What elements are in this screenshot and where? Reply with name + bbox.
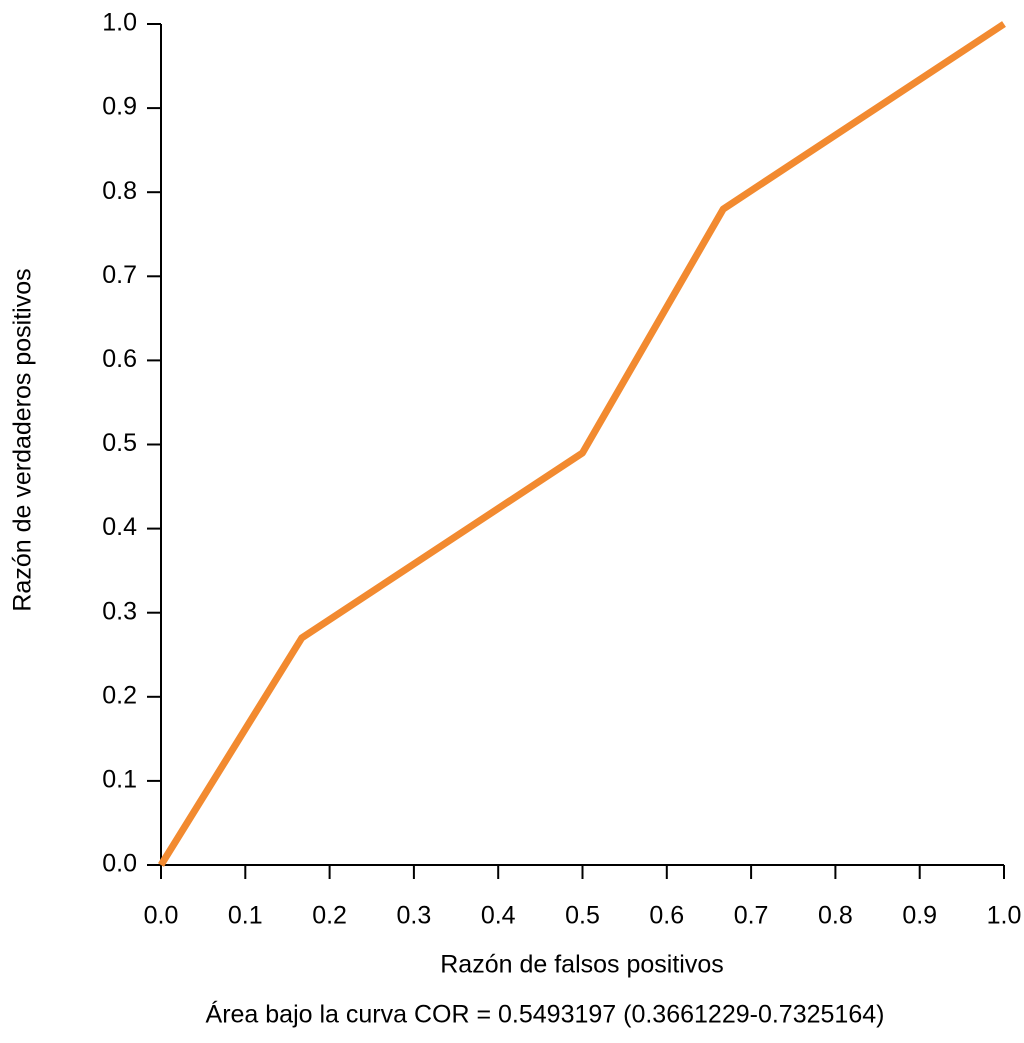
y-tick-label: 0.1: [102, 766, 137, 794]
y-tick-label: 0.4: [102, 513, 137, 541]
x-tick-label: 0.2: [312, 902, 347, 930]
y-tick-label: 0.3: [102, 597, 137, 625]
y-tick-label: 1.0: [102, 9, 137, 37]
x-tick-label: 0.1: [228, 902, 263, 930]
y-tick-label: 0.6: [102, 345, 137, 373]
y-tick-label: 0.9: [102, 93, 137, 121]
y-tick-label: 0.7: [102, 261, 137, 289]
y-tick-label: 0.2: [102, 681, 137, 709]
x-tick-label: 1.0: [987, 902, 1022, 930]
y-tick-label: 0.8: [102, 177, 137, 205]
x-axis-label: Razón de falsos positivos: [440, 951, 723, 979]
y-tick-label: 0.0: [102, 850, 137, 878]
line: [158, 21, 1006, 867]
x-tick-label: 0.7: [734, 902, 769, 930]
x-tick-label: 0.5: [565, 902, 600, 930]
x-tick-label: 0.3: [397, 902, 432, 930]
x-tick-label: 0.9: [902, 902, 937, 930]
x-tick-label: 0.4: [481, 902, 516, 930]
y-tick-label: 0.5: [102, 429, 137, 457]
x-tick-label: 0.0: [144, 902, 179, 930]
x-tick-label: 0.6: [649, 902, 684, 930]
x-tick-label: 0.8: [818, 902, 853, 930]
annotation: Área bajo la curva COR = 0.5493197 (0.36…: [206, 1000, 885, 1029]
y-axis-label: Razón de verdaderos positivos: [9, 268, 37, 611]
